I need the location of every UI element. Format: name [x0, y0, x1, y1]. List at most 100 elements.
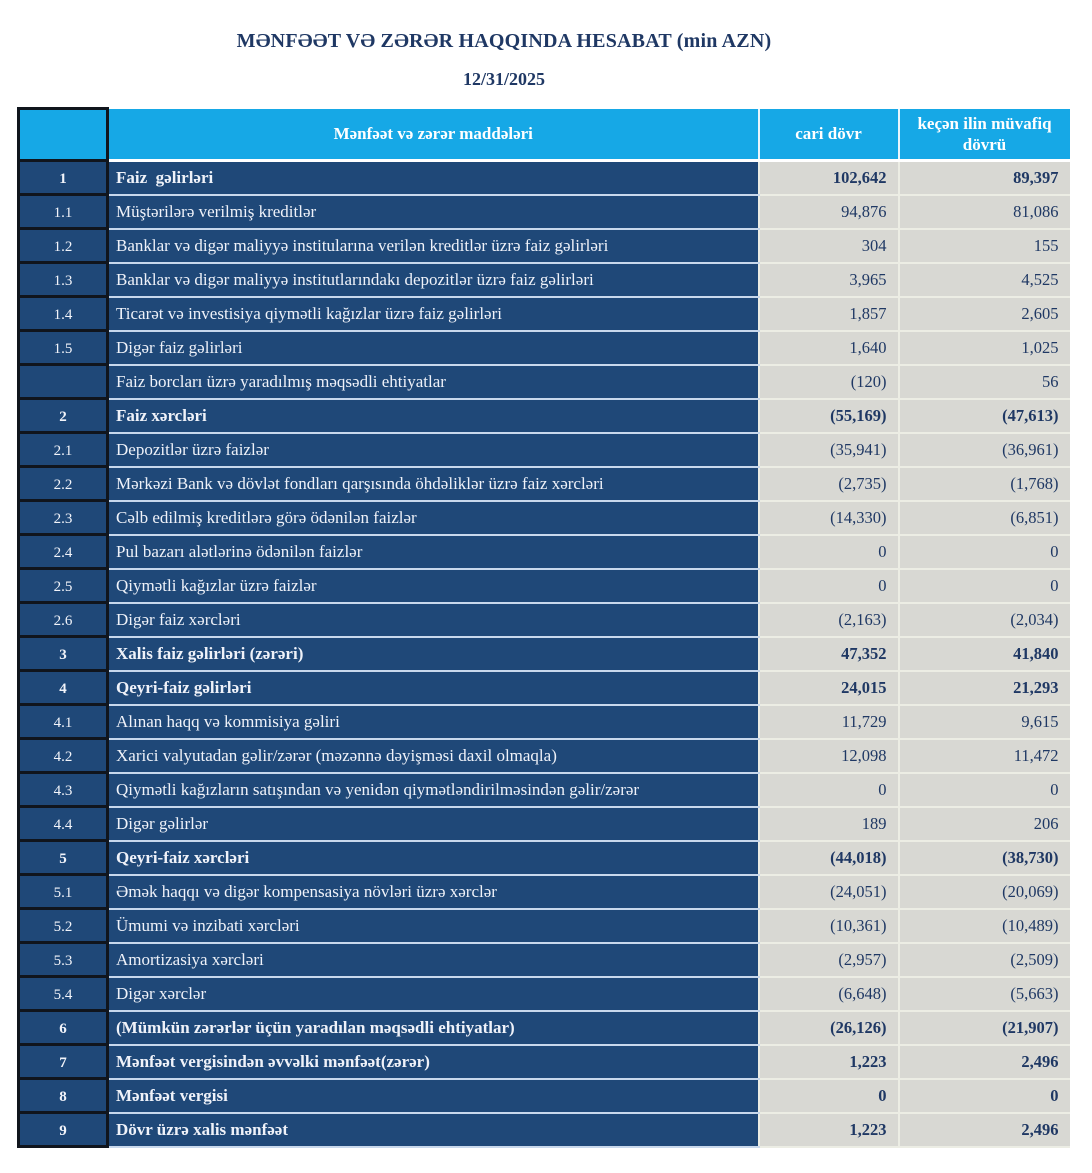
row-current-value: (55,169) — [757, 398, 899, 434]
row-current-value: (14,330) — [757, 500, 899, 536]
row-current-value: (24,051) — [757, 874, 899, 910]
row-previous-value: 89,397 — [897, 160, 1070, 196]
row-label: Ticarət və investisiya qiymətli kağızlar… — [107, 296, 759, 332]
table-row: Faiz borcları üzrə yaradılmış məqsədli e… — [17, 363, 1070, 400]
row-current-value: 304 — [757, 228, 899, 264]
table-row: 4.1 Alınan haqq və kommisiya gəliri 11,7… — [17, 703, 1070, 740]
row-current-value: 1,223 — [757, 1044, 899, 1080]
row-label: Mərkəzi Bank və dövlət fondları qarşısın… — [107, 466, 759, 502]
table-row: 2 Faiz xərcləri (55,169) (47,613) — [17, 397, 1070, 434]
row-label: Digər xərclər — [107, 976, 759, 1012]
row-label: Müştərilərə verilmiş kreditlər — [107, 194, 759, 230]
table-row: 4 Qeyri-faiz gəlirləri 24,015 21,293 — [17, 669, 1070, 706]
table-row: 4.4 Digər gəlirlər 189 206 — [17, 805, 1070, 842]
row-label: Pul bazarı alətlərinə ödənilən faizlər — [107, 534, 759, 570]
table-row: 1.2 Banklar və digər maliyyə instituları… — [17, 227, 1070, 264]
header-number-cell — [17, 107, 109, 162]
row-label: Xarici valyutadan gəlir/zərər (məzənnə d… — [107, 738, 759, 774]
table-row: 1.4 Ticarət və investisiya qiymətli kağı… — [17, 295, 1070, 332]
row-number: 2.5 — [17, 567, 109, 604]
row-current-value: 47,352 — [757, 636, 899, 672]
table-row: 5.1 Əmək haqqı və digər kompensasiya növ… — [17, 873, 1070, 910]
row-label: Amortizasiya xərcləri — [107, 942, 759, 978]
row-current-value: 102,642 — [757, 160, 899, 196]
header-previous-period-cell: keçən ilin müvafiq dövrü — [897, 108, 1070, 162]
report-date: 12/31/2025 — [462, 69, 545, 89]
row-current-value: 1,640 — [757, 330, 899, 366]
row-label: Qeyri-faiz gəlirləri — [107, 670, 759, 706]
row-label: Digər faiz gəlirləri — [107, 330, 759, 366]
row-number: 2 — [17, 397, 109, 434]
row-number: 1.5 — [17, 329, 109, 366]
row-label: Ümumi və inzibati xərcləri — [107, 908, 759, 944]
row-label: Faiz gəlirləri — [107, 160, 759, 196]
table-row: 5.2 Ümumi və inzibati xərcləri (10,361) … — [17, 907, 1070, 944]
table-row: 1 Faiz gəlirləri 102,642 89,397 — [17, 159, 1070, 196]
row-previous-value: 56 — [897, 364, 1070, 400]
row-previous-value: 2,496 — [897, 1112, 1070, 1148]
row-label: Cəlb edilmiş kreditlərə görə ödənilən fa… — [107, 500, 759, 536]
row-previous-value: (38,730) — [897, 840, 1070, 876]
table-row: 4.3 Qiymətli kağızların satışından və ye… — [17, 771, 1070, 808]
row-number: 2.3 — [17, 499, 109, 536]
row-number: 4.3 — [17, 771, 109, 808]
row-current-value: (2,957) — [757, 942, 899, 978]
row-label: Qiymətli kağızların satışından və yenidə… — [107, 772, 759, 808]
row-number: 1.1 — [17, 193, 109, 230]
row-label: Xalis faiz gəlirləri (zərəri) — [107, 636, 759, 672]
pl-table-body: 1 Faiz gəlirləri 102,642 89,397 1.1 Müşt… — [17, 159, 1070, 1148]
table-row: 4.2 Xarici valyutadan gəlir/zərər (məzən… — [17, 737, 1070, 774]
row-current-value: (44,018) — [757, 840, 899, 876]
table-row: 8 Mənfəət vergisi 0 0 — [17, 1077, 1070, 1114]
row-number: 5 — [17, 839, 109, 876]
row-number: 4 — [17, 669, 109, 706]
row-previous-value: 9,615 — [897, 704, 1070, 740]
row-number: 4.1 — [17, 703, 109, 740]
row-number: 2.2 — [17, 465, 109, 502]
row-current-value: 1,223 — [757, 1112, 899, 1148]
row-number: 7 — [17, 1043, 109, 1080]
row-number: 2.6 — [17, 601, 109, 638]
row-previous-value: 2,605 — [897, 296, 1070, 332]
row-previous-value: 0 — [897, 772, 1070, 808]
row-previous-value: 4,525 — [897, 262, 1070, 298]
row-previous-value: (10,489) — [897, 908, 1070, 944]
row-previous-value: 0 — [897, 534, 1070, 570]
row-current-value: 189 — [757, 806, 899, 842]
table-row: 7 Mənfəət vergisindən əvvəlki mənfəət(zə… — [17, 1043, 1070, 1080]
row-label: Digər faiz xərcləri — [107, 602, 759, 638]
header-items-cell: Mənfəət və zərər maddələri — [107, 108, 759, 162]
row-previous-value: (21,907) — [897, 1010, 1070, 1046]
row-label: Mənfəət vergisindən əvvəlki mənfəət(zərə… — [107, 1044, 759, 1080]
row-previous-value: 0 — [897, 1078, 1070, 1114]
row-number: 5.2 — [17, 907, 109, 944]
row-label: Alınan haqq və kommisiya gəliri — [107, 704, 759, 740]
row-number: 2.4 — [17, 533, 109, 570]
row-number: 5.4 — [17, 975, 109, 1012]
table-row: 3 Xalis faiz gəlirləri (zərəri) 47,352 4… — [17, 635, 1070, 672]
row-previous-value: 2,496 — [897, 1044, 1070, 1080]
row-label: Qiymətli kağızlar üzrə faizlər — [107, 568, 759, 604]
row-previous-value: (36,961) — [897, 432, 1070, 468]
table-row: 2.4 Pul bazarı alətlərinə ödənilən faizl… — [17, 533, 1070, 570]
row-previous-value: (47,613) — [897, 398, 1070, 434]
row-previous-value: (6,851) — [897, 500, 1070, 536]
row-label: Dövr üzrə xalis mənfəət — [107, 1112, 759, 1148]
table-row: 5 Qeyri-faiz xərcləri (44,018) (38,730) — [17, 839, 1070, 876]
row-label: Əmək haqqı və digər kompensasiya növləri… — [107, 874, 759, 910]
title-block: MƏNFƏƏT VƏ ZƏRƏR HAQQINDA HESABAT (min A… — [0, 30, 1008, 90]
row-current-value: 1,857 — [757, 296, 899, 332]
table-header-row: Mənfəət və zərər maddələri cari dövr keç… — [17, 107, 1070, 162]
row-number: 6 — [17, 1009, 109, 1046]
row-label: Digər gəlirlər — [107, 806, 759, 842]
table-row: 9 Dövr üzrə xalis mənfəət 1,223 2,496 — [17, 1111, 1070, 1148]
row-previous-value: (20,069) — [897, 874, 1070, 910]
row-current-value: 24,015 — [757, 670, 899, 706]
table-row: 6 (Mümkün zərərlər üçün yaradılan məqsəd… — [17, 1009, 1070, 1046]
row-current-value: (35,941) — [757, 432, 899, 468]
row-number: 1.2 — [17, 227, 109, 264]
table-row: 2.3 Cəlb edilmiş kreditlərə görə ödənilə… — [17, 499, 1070, 536]
table-row: 1.5 Digər faiz gəlirləri 1,640 1,025 — [17, 329, 1070, 366]
table-row: 2.2 Mərkəzi Bank və dövlət fondları qarş… — [17, 465, 1070, 502]
